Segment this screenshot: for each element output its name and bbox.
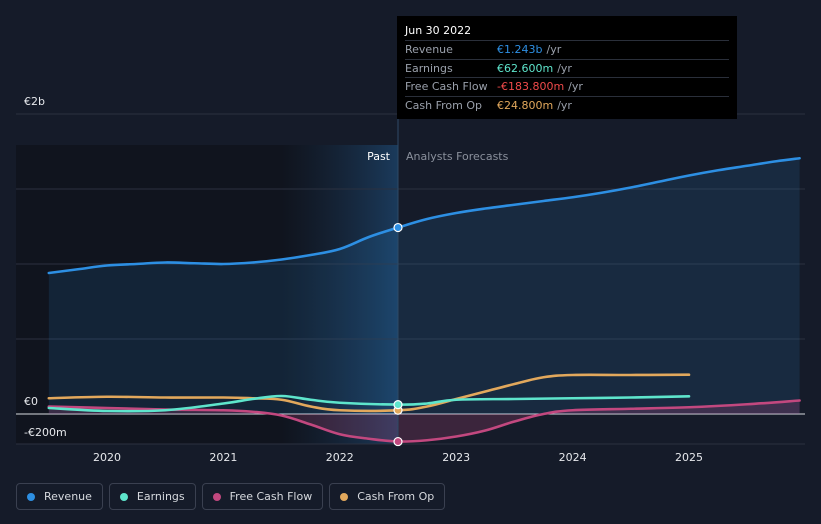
x-tick-label: 2025 <box>675 451 703 464</box>
tooltip-value: €1.243b <box>497 43 543 57</box>
y-tick-label: -€200m <box>24 426 67 439</box>
legend-label: Earnings <box>136 490 185 503</box>
legend-label: Revenue <box>44 490 92 503</box>
revenue-line <box>47 156 801 275</box>
tooltip-value: €24.800m <box>497 98 554 112</box>
tooltip-label: Revenue <box>405 43 453 57</box>
tooltip-date: Jun 30 2022 <box>405 24 472 37</box>
y-tick-label: €2b <box>24 95 45 108</box>
legend-label: Cash From Op <box>357 490 435 503</box>
tooltip-row-free-cash-flow: Free Cash Flow -€183.800m /yr <box>405 77 729 96</box>
tooltip-unit: /yr <box>568 80 583 94</box>
x-tick-label: 2024 <box>559 451 587 464</box>
fcf-highlight-point <box>393 436 403 447</box>
y-axis: €2b €0 -€200m <box>24 95 67 439</box>
tooltip-unit: /yr <box>557 61 572 75</box>
past-label: Past <box>367 150 391 163</box>
forecast-label: Analysts Forecasts <box>406 150 509 163</box>
legend: Revenue Earnings Free Cash Flow Cash Fro… <box>16 483 446 510</box>
legend-item-free-cash-flow[interactable]: Free Cash Flow <box>201 483 324 510</box>
legend-dot-icon <box>340 492 349 501</box>
highlight-markers <box>393 222 403 447</box>
tooltip-unit: /yr <box>546 43 562 57</box>
tooltip-label: Earnings <box>405 61 453 75</box>
tooltip: Jun 30 2022 Revenue €1.243b /yr Earnings… <box>397 16 737 119</box>
fcf-line <box>47 399 801 443</box>
tooltip-label: Cash From Op <box>405 98 483 112</box>
legend-dot-icon <box>212 492 221 501</box>
revenue-area <box>48 158 800 414</box>
tooltip-unit: /yr <box>557 98 572 112</box>
tooltip-row-earnings: Earnings €62.600m /yr <box>405 58 729 78</box>
x-axis: 2020 2021 2022 2023 2024 2025 <box>93 451 703 464</box>
highlight-region <box>281 145 398 444</box>
revenue-highlight-point <box>393 222 403 233</box>
legend-item-cash-from-op[interactable]: Cash From Op <box>329 483 446 510</box>
earnings-highlight-point <box>393 400 403 410</box>
legend-label: Free Cash Flow <box>229 490 313 503</box>
y-tick-label: €0 <box>24 395 38 408</box>
tooltip-row-cash-from-op: Cash From Op €24.800m /yr <box>405 95 729 115</box>
x-tick-label: 2023 <box>442 451 470 464</box>
x-tick-label: 2022 <box>326 451 354 464</box>
tooltip-value: -€183.800m <box>497 80 565 94</box>
legend-item-revenue[interactable]: Revenue <box>16 483 103 510</box>
legend-item-earnings[interactable]: Earnings <box>108 483 196 510</box>
legend-dot-icon <box>27 492 35 501</box>
earnings-line <box>47 394 691 413</box>
tooltip-label: Free Cash Flow <box>405 80 488 94</box>
x-tick-label: 2021 <box>209 451 237 464</box>
legend-dot-icon <box>119 492 128 501</box>
x-tick-label: 2020 <box>93 451 121 464</box>
tooltip-value: €62.600m <box>497 61 554 75</box>
tooltip-row-revenue: Revenue €1.243b /yr <box>405 40 729 59</box>
